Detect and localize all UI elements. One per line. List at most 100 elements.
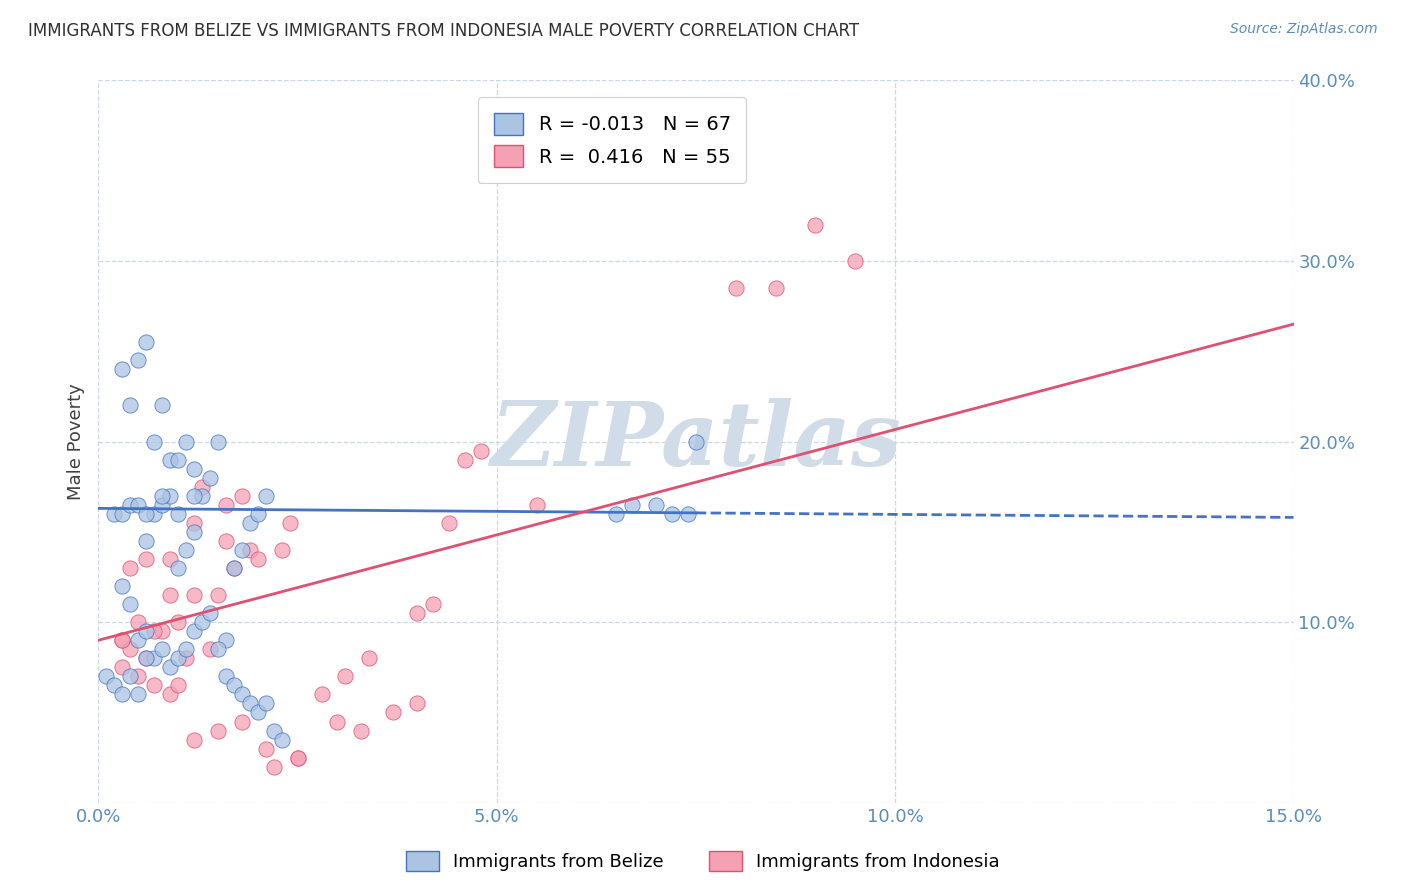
Point bbox=[215, 633, 238, 648]
Point bbox=[454, 452, 477, 467]
Point bbox=[621, 498, 644, 512]
Point bbox=[191, 489, 214, 503]
Point bbox=[183, 461, 205, 475]
Point bbox=[263, 760, 285, 774]
Point bbox=[676, 507, 699, 521]
Point bbox=[470, 443, 492, 458]
Point bbox=[287, 750, 309, 764]
Point bbox=[127, 498, 149, 512]
Point bbox=[246, 552, 269, 566]
Point bbox=[215, 533, 238, 548]
Point bbox=[111, 633, 134, 648]
Point bbox=[215, 669, 238, 683]
Point bbox=[183, 588, 205, 602]
Point bbox=[207, 588, 229, 602]
Point bbox=[103, 507, 125, 521]
Point bbox=[406, 606, 429, 620]
Point bbox=[222, 561, 245, 575]
Point bbox=[198, 606, 221, 620]
Point bbox=[191, 615, 214, 630]
Point bbox=[183, 624, 205, 639]
Point bbox=[198, 471, 221, 485]
Point bbox=[150, 624, 173, 639]
Point bbox=[239, 516, 262, 530]
Point bbox=[231, 714, 253, 729]
Point bbox=[685, 434, 707, 449]
Point bbox=[135, 651, 157, 665]
Point bbox=[254, 741, 277, 756]
Point bbox=[605, 507, 627, 521]
Point bbox=[231, 489, 253, 503]
Point bbox=[254, 489, 277, 503]
Point bbox=[183, 516, 205, 530]
Point bbox=[382, 706, 405, 720]
Point bbox=[159, 452, 181, 467]
Point bbox=[645, 498, 668, 512]
Text: IMMIGRANTS FROM BELIZE VS IMMIGRANTS FROM INDONESIA MALE POVERTY CORRELATION CHA: IMMIGRANTS FROM BELIZE VS IMMIGRANTS FRO… bbox=[28, 22, 859, 40]
Point bbox=[359, 651, 381, 665]
Point bbox=[120, 561, 142, 575]
Point bbox=[135, 533, 157, 548]
Point bbox=[135, 335, 157, 350]
Point bbox=[246, 706, 269, 720]
Point bbox=[120, 669, 142, 683]
Point bbox=[167, 452, 190, 467]
Point bbox=[111, 362, 134, 376]
Point bbox=[183, 732, 205, 747]
Point bbox=[278, 516, 301, 530]
Point bbox=[239, 697, 262, 711]
Text: Source: ZipAtlas.com: Source: ZipAtlas.com bbox=[1230, 22, 1378, 37]
Point bbox=[207, 723, 229, 738]
Point bbox=[167, 678, 190, 692]
Point bbox=[246, 507, 269, 521]
Point bbox=[120, 498, 142, 512]
Point bbox=[167, 651, 190, 665]
Point bbox=[120, 398, 142, 412]
Legend: R = -0.013   N = 67, R =  0.416   N = 55: R = -0.013 N = 67, R = 0.416 N = 55 bbox=[478, 97, 747, 183]
Point bbox=[111, 507, 134, 521]
Point bbox=[111, 687, 134, 701]
Point bbox=[239, 542, 262, 557]
Point bbox=[183, 489, 205, 503]
Point bbox=[135, 552, 157, 566]
Point bbox=[159, 588, 181, 602]
Point bbox=[159, 552, 181, 566]
Point bbox=[150, 489, 173, 503]
Point bbox=[135, 624, 157, 639]
Point bbox=[222, 561, 245, 575]
Point bbox=[103, 678, 125, 692]
Point bbox=[127, 669, 149, 683]
Point bbox=[526, 498, 548, 512]
Point bbox=[167, 561, 190, 575]
Point bbox=[287, 750, 309, 764]
Point bbox=[143, 624, 166, 639]
Y-axis label: Male Poverty: Male Poverty bbox=[66, 384, 84, 500]
Point bbox=[167, 507, 190, 521]
Point bbox=[207, 434, 229, 449]
Point bbox=[231, 542, 253, 557]
Point bbox=[120, 597, 142, 611]
Point bbox=[135, 651, 157, 665]
Point bbox=[422, 597, 444, 611]
Point bbox=[159, 489, 181, 503]
Point bbox=[844, 254, 866, 268]
Point bbox=[174, 542, 197, 557]
Point bbox=[111, 660, 134, 674]
Point bbox=[174, 651, 197, 665]
Point bbox=[804, 218, 827, 232]
Text: ZIPatlas: ZIPatlas bbox=[491, 399, 901, 484]
Point bbox=[150, 398, 173, 412]
Point bbox=[254, 697, 277, 711]
Point bbox=[437, 516, 460, 530]
Point bbox=[120, 642, 142, 657]
Point bbox=[150, 642, 173, 657]
Point bbox=[724, 281, 747, 295]
Point bbox=[311, 687, 333, 701]
Point bbox=[231, 687, 253, 701]
Point bbox=[198, 642, 221, 657]
Point bbox=[127, 633, 149, 648]
Point bbox=[335, 669, 357, 683]
Point bbox=[174, 642, 197, 657]
Point bbox=[406, 697, 429, 711]
Point bbox=[143, 434, 166, 449]
